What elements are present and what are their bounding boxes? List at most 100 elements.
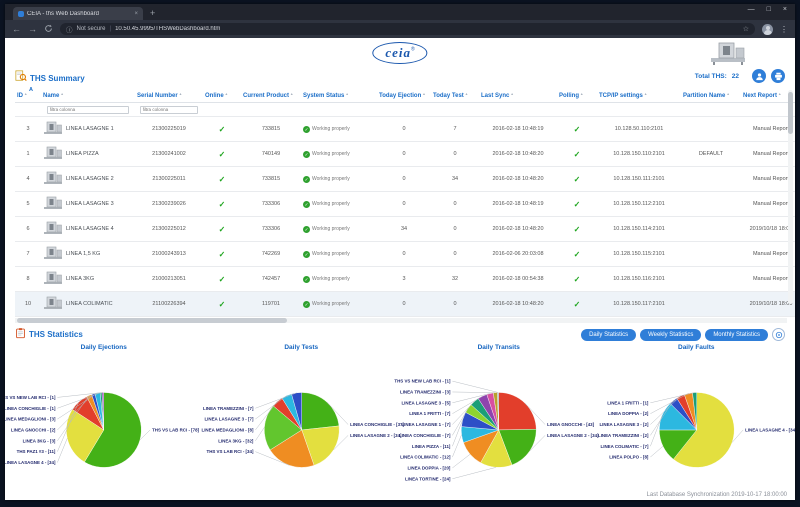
cell-next-report: Manual Report bbox=[741, 241, 795, 267]
table-row[interactable]: 3 LINEA LASAGNE 1 21300225019 ✓ 733815 ✓ Worki… bbox=[15, 116, 795, 142]
column-header-last-sync[interactable]: Last Sync▲ bbox=[479, 89, 557, 103]
statistics-settings-button[interactable] bbox=[772, 328, 785, 341]
status-text: Working properly bbox=[312, 226, 350, 232]
window-close-button[interactable]: × bbox=[782, 6, 787, 13]
browser-menu-icon[interactable]: ⋮ bbox=[780, 24, 788, 34]
table-row[interactable]: 7 LINEA 1,5 KG 21000243913 ✓ 742269 ✓ Working … bbox=[15, 241, 795, 267]
pie-slice[interactable] bbox=[301, 392, 339, 431]
cell-serial: 21300239026 bbox=[135, 191, 203, 217]
label-leader-line bbox=[254, 451, 290, 466]
tab-close-icon[interactable]: × bbox=[134, 10, 138, 17]
column-header-current-product[interactable]: Current Product▲ bbox=[241, 89, 301, 103]
table-row[interactable]: 10 LINEA COLIMATIC 21100226394 ✓ 119701 ✓ Work… bbox=[15, 291, 795, 317]
machine-thumbnail bbox=[43, 196, 63, 212]
label-leader-line bbox=[649, 396, 681, 425]
chart-title: Daily Transits bbox=[477, 344, 520, 351]
check-icon: ✓ bbox=[573, 149, 581, 159]
weekly-statistics-button[interactable]: Weekly Statistics bbox=[640, 328, 702, 341]
table-row[interactable]: 5 LINEA LASAGNE 3 21300239026 ✓ 733306 ✓ Worki… bbox=[15, 191, 795, 217]
pie-slice[interactable] bbox=[498, 429, 537, 466]
column-header-next-report[interactable]: Next Report▲ bbox=[741, 89, 795, 103]
status-text: Working properly bbox=[312, 151, 350, 157]
check-icon: ✓ bbox=[218, 174, 226, 184]
forward-icon[interactable]: → bbox=[28, 23, 37, 34]
pie-slice[interactable] bbox=[263, 405, 302, 451]
column-header-today-test[interactable]: Today Test▲ bbox=[431, 89, 479, 103]
table-horizontal-scrollbar[interactable] bbox=[15, 318, 787, 323]
check-icon: ✓ bbox=[218, 224, 226, 234]
column-header-polling[interactable]: Polling▲ bbox=[557, 89, 597, 103]
window-maximize-button[interactable]: □ bbox=[766, 6, 771, 13]
table-row[interactable]: 4 LINEA LASAGNE 2 21300225011 ✓ 733815 ✓ Worki… bbox=[15, 166, 795, 192]
table-row[interactable]: 6 LINEA LASAGNE 4 21300225012 ✓ 733306 ✓ Worki… bbox=[15, 216, 795, 242]
table-row[interactable]: 8 LINEA 3KG 21000213051 ✓ 742457 ✓ Working pro… bbox=[15, 266, 795, 292]
label-leader-line bbox=[57, 393, 94, 431]
table-row[interactable]: 1 LINEA PIZZA 21300241002 ✓ 740149 ✓ Working p… bbox=[15, 141, 795, 167]
label-leader-line bbox=[452, 380, 499, 393]
cell-tcpip: 10.128.150.116:2101 bbox=[597, 266, 681, 292]
ceia-logo-text: ceia bbox=[385, 45, 411, 60]
filter-input[interactable] bbox=[46, 105, 130, 114]
cell-polling: ✓ bbox=[557, 191, 597, 217]
address-bar[interactable]: ⓘ Not secure | 10.50.45.9995/THSWebDashb… bbox=[60, 23, 755, 35]
label-leader-line bbox=[254, 427, 265, 441]
profile-avatar[interactable] bbox=[762, 23, 773, 35]
favicon bbox=[18, 10, 24, 17]
label-leader-line bbox=[254, 392, 297, 409]
back-icon[interactable]: ← bbox=[12, 23, 21, 34]
pie-label: LINEA MEDAGLIONI - [3] bbox=[5, 417, 56, 422]
status-ok-icon: ✓ bbox=[303, 250, 310, 258]
pie-label: LINEA TRAMEZZINI - [2] bbox=[597, 433, 648, 438]
column-header-partition-name[interactable]: Partition Name▲ bbox=[681, 89, 741, 103]
pie-slice[interactable] bbox=[498, 392, 537, 431]
pie-slice[interactable] bbox=[66, 409, 105, 463]
daily-statistics-button[interactable]: Daily Statistics bbox=[581, 328, 637, 341]
reload-icon[interactable] bbox=[44, 24, 53, 35]
label-leader-line bbox=[452, 401, 475, 425]
label-leader-line bbox=[529, 435, 546, 452]
check-icon: ✓ bbox=[218, 199, 226, 209]
column-header-system-status[interactable]: System Status▲ bbox=[301, 89, 377, 103]
browser-tab[interactable]: CEIA - ths Web Dashboard × bbox=[13, 7, 143, 20]
cell-name-text: LINEA LASAGNE 3 bbox=[66, 201, 114, 207]
pie-label: LINEA TORTINE - [24] bbox=[405, 476, 451, 481]
window-minimize-button[interactable]: — bbox=[747, 6, 755, 13]
column-header-name[interactable]: Name▲ bbox=[41, 89, 135, 103]
cell-name: LINEA LASAGNE 1 bbox=[41, 116, 135, 142]
machine-thumbnail bbox=[43, 271, 63, 287]
pie-slice[interactable] bbox=[672, 392, 734, 468]
cell-tcpip: 10.128.150.110:2101 bbox=[597, 141, 681, 167]
label-leader-line bbox=[649, 446, 663, 458]
last-sync-text: Last Database Synchronization 2019-10-17… bbox=[646, 492, 787, 498]
filter-cell bbox=[15, 102, 41, 117]
info-icon[interactable]: ⓘ bbox=[66, 27, 73, 34]
column-header-tcp-ip-settings[interactable]: TCP/IP settings▲ bbox=[597, 89, 681, 103]
check-icon: ✓ bbox=[573, 274, 581, 284]
user-button[interactable] bbox=[752, 69, 766, 83]
cell-today-test: 0 bbox=[431, 141, 479, 167]
filter-cell bbox=[741, 102, 795, 117]
browser-toolbar: ← → ⓘ Not secure | 10.50.45.9995/THSWebD… bbox=[5, 20, 795, 38]
monthly-statistics-button[interactable]: Monthly Statistics bbox=[705, 328, 768, 341]
status-ok-icon: ✓ bbox=[303, 300, 310, 308]
filter-input[interactable] bbox=[139, 105, 199, 114]
cell-last-sync: 2016-02-06 20:03:08 bbox=[479, 241, 557, 267]
table-vertical-scrollbar[interactable] bbox=[788, 90, 793, 304]
column-header-today-ejection[interactable]: Today Ejection▲ bbox=[377, 89, 431, 103]
column-header-serial-number[interactable]: Serial Number▲ bbox=[135, 89, 203, 103]
bookmark-star-icon[interactable]: ☆ bbox=[742, 26, 749, 33]
pie-label: LINEA TRAMEZZINI - [3] bbox=[400, 390, 451, 395]
scrollbar-thumb[interactable] bbox=[788, 92, 793, 134]
cell-name-text: LINEA 1,5 KG bbox=[66, 251, 101, 257]
print-button[interactable] bbox=[771, 69, 785, 83]
check-icon: ✓ bbox=[218, 274, 226, 284]
new-tab-button[interactable]: + bbox=[150, 8, 156, 18]
cell-partition-name bbox=[681, 241, 741, 267]
column-header-online[interactable]: Online▲ bbox=[203, 89, 241, 103]
scrollbar-thumb[interactable] bbox=[17, 318, 287, 323]
check-icon: ✓ bbox=[218, 299, 226, 309]
pie-label: LINEA COLIMATIC - [7] bbox=[600, 444, 648, 449]
column-header-id[interactable]: ID▲ bbox=[15, 89, 41, 103]
page-header: ceia® bbox=[5, 38, 795, 68]
filter-cell bbox=[557, 102, 597, 117]
